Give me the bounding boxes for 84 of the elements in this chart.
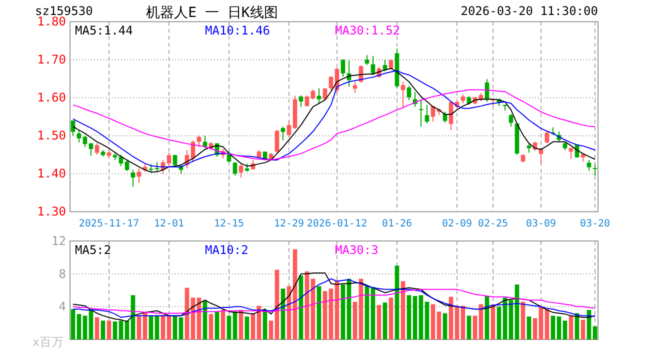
x-tick-label: 01-26 [382, 218, 412, 230]
y-tick-label: 1.60 [37, 90, 66, 105]
line-series [72, 278, 596, 318]
x-tick-label: 2025-11-17 [78, 218, 140, 230]
bar [118, 320, 124, 340]
text: 2026-03-20 11:30:00 [460, 4, 598, 18]
y-tick-label: 1.30 [37, 204, 66, 219]
bar [472, 316, 478, 340]
bar [466, 316, 472, 340]
line-series [72, 288, 596, 314]
bar [208, 314, 214, 340]
bar [100, 320, 106, 340]
x-tick-label: 12-01 [154, 218, 184, 230]
text: MA5:2 [75, 243, 112, 257]
x-tick-label: 02-09 [442, 218, 472, 230]
bar [268, 320, 274, 340]
text: MA10:2 [205, 243, 248, 257]
bar [382, 302, 388, 340]
y-tick-label: 8 [58, 266, 66, 281]
bar [364, 286, 370, 340]
bar [172, 316, 178, 340]
x-tick-label: 12-15 [214, 218, 244, 230]
bar [376, 305, 382, 340]
bar [82, 316, 88, 340]
bar [442, 313, 448, 340]
bar [526, 316, 532, 340]
bar [136, 316, 142, 340]
bar [148, 316, 154, 340]
x-tick-label: 02-25 [478, 218, 508, 230]
bar [412, 296, 418, 340]
bar [328, 288, 334, 340]
bar [394, 266, 400, 340]
x-tick-label: 03-09 [526, 218, 556, 230]
y-axis-title: x百万 [32, 335, 64, 349]
bar [496, 306, 502, 340]
y-tick-label: 1.50 [37, 128, 66, 143]
text: MA30:1.52 [335, 24, 400, 38]
bar [340, 284, 346, 340]
bar [112, 321, 118, 340]
bar [178, 317, 184, 340]
bar [106, 320, 112, 340]
x-tick-label: 2026-01-12 [306, 218, 368, 230]
bar [508, 300, 514, 340]
bar [406, 295, 412, 340]
bar [544, 309, 550, 340]
bar [550, 316, 556, 340]
bar [388, 298, 394, 340]
bar [424, 302, 430, 340]
bar [232, 312, 238, 340]
bar [94, 317, 100, 340]
bar [250, 313, 256, 340]
bar [520, 302, 526, 340]
y-tick-label: 1.40 [37, 166, 66, 181]
bar [562, 320, 568, 340]
x-tick-label: 12-29 [274, 218, 304, 230]
bar [214, 312, 220, 340]
line-series [72, 272, 596, 322]
bar [70, 309, 76, 340]
bar [538, 306, 544, 340]
bar [154, 316, 160, 340]
bar [352, 302, 358, 340]
bar [592, 326, 598, 340]
bar [478, 304, 484, 340]
x-tick-label: 03-20 [580, 218, 610, 230]
text: MA10:1.46 [205, 24, 270, 38]
bar [322, 291, 328, 340]
bar [76, 314, 82, 340]
bar [166, 316, 172, 340]
bar [568, 316, 574, 340]
text: MA30:3 [335, 243, 378, 257]
bar [316, 286, 322, 340]
y-tick-label: 4 [58, 300, 66, 314]
chart-title: 机器人E 一 日K线图 [146, 5, 278, 21]
y-tick-label: 12 [52, 234, 66, 248]
bar [436, 312, 442, 340]
bar [244, 316, 250, 340]
y-tick-label: 1.70 [37, 52, 66, 67]
bar [226, 316, 232, 340]
text: MA5:1.44 [75, 24, 133, 38]
bar [430, 304, 436, 340]
bar [556, 316, 562, 340]
bar [580, 320, 586, 340]
bar [418, 295, 424, 340]
bar [532, 318, 538, 340]
